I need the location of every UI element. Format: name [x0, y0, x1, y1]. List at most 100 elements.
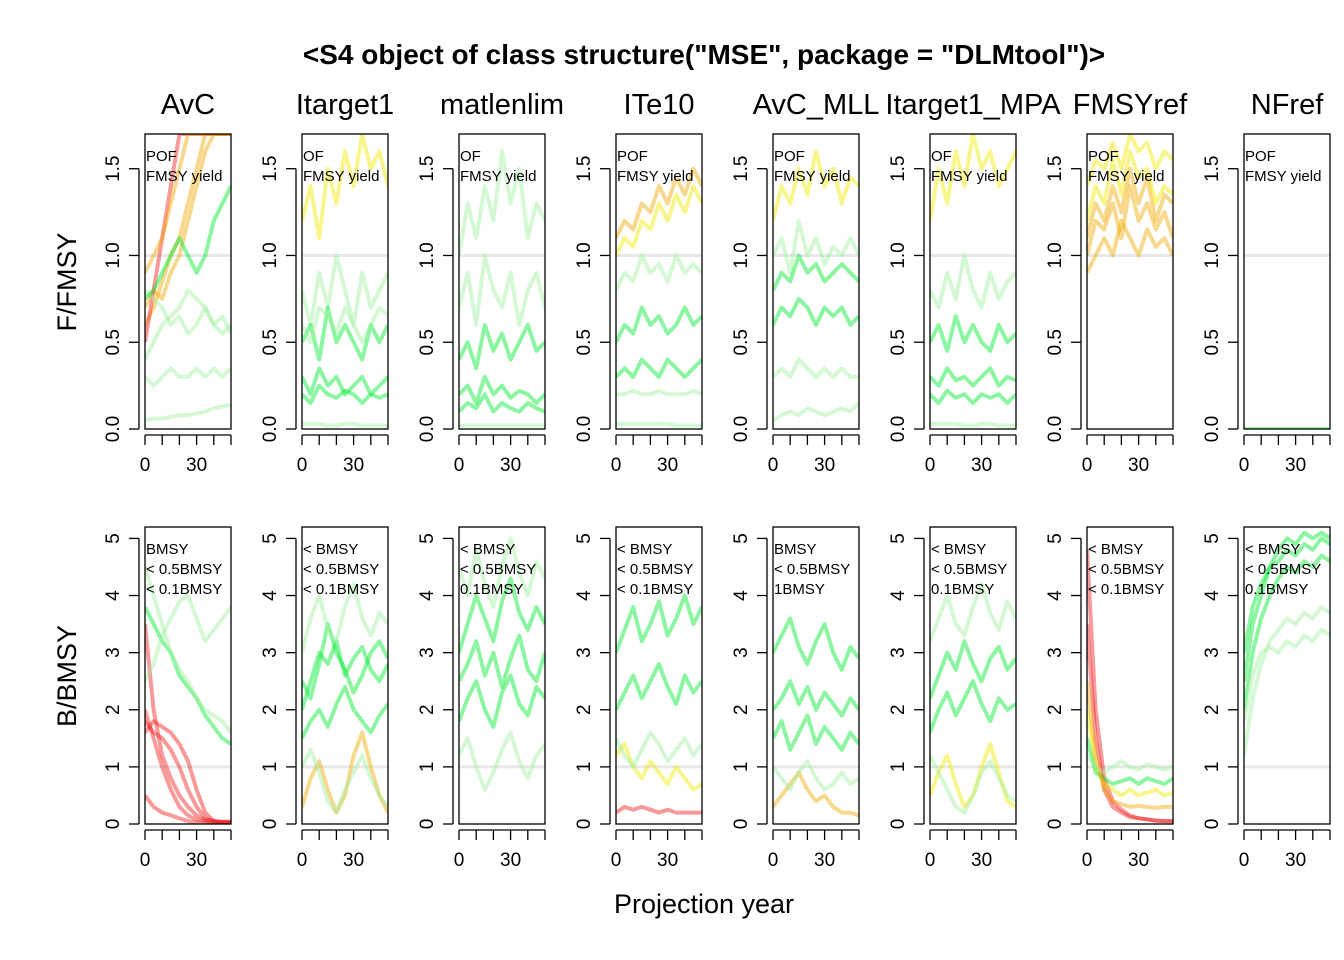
x-tick-label: 0	[140, 850, 151, 871]
annotation-text: < 0.5BMSY	[1245, 561, 1321, 578]
annotation-text: OF	[460, 148, 481, 165]
x-tick-label: 0	[1239, 455, 1250, 476]
y-tick-label: 0.5	[574, 329, 595, 355]
plot-frame	[458, 526, 546, 825]
annotation-text: < 0.1BMSY	[303, 581, 379, 598]
series-line	[773, 616, 859, 672]
panel-f-6: POF FMSY yield 0 30 0.0 0.5 1.0 1.5	[1045, 133, 1174, 476]
x-tick-label: 0	[611, 455, 622, 476]
x-tick-label: 0	[925, 850, 936, 871]
series-line	[459, 673, 545, 729]
series-line	[145, 185, 231, 301]
series-line	[616, 804, 702, 815]
series-line	[616, 742, 702, 792]
series-line	[145, 134, 231, 274]
panel-f-7: POF FMSY yield 0 30 0.0 0.5 1.0 1.5	[1202, 133, 1331, 476]
series-line	[616, 421, 702, 428]
y-tick-label: 1.5	[888, 155, 909, 181]
y-tick-label: 1.5	[417, 155, 438, 181]
y-tick-label: 1.5	[574, 155, 595, 181]
y-tick-label: 0.0	[1045, 416, 1066, 442]
y-axis-label-f-fmsy: F/FMSY	[52, 233, 82, 332]
panel-b-2: < BMSY < 0.5BMSY 0.1BMSY 0 30 0 1 2 3 4 5	[417, 526, 546, 871]
plot-frame	[1086, 133, 1174, 430]
annotation-text: POF	[1088, 148, 1119, 165]
series-line	[1087, 134, 1173, 187]
y-tick-label: 4	[103, 590, 124, 601]
annotation-text: POF	[146, 148, 177, 165]
series-line	[145, 566, 231, 734]
x-tick-label: 30	[814, 455, 835, 476]
y-tick-label: 5	[888, 533, 909, 544]
series-line	[145, 593, 231, 683]
panel-f-3: POF FMSY yield 0 30 0.0 0.5 1.0 1.5	[574, 133, 703, 476]
y-tick-label: 5	[103, 533, 124, 544]
y-tick-label: 1	[574, 762, 595, 773]
y-tick-label: 4	[888, 590, 909, 601]
annotation-text: FMSY yield	[1245, 168, 1321, 185]
series-line	[616, 357, 702, 379]
x-tick-label: 30	[500, 455, 521, 476]
x-tick-label: 0	[454, 850, 465, 871]
series-line	[773, 357, 859, 379]
annotation-text: FMSY yield	[303, 168, 379, 185]
y-tick-label: 5	[1045, 533, 1066, 544]
panel-f-0: POF FMSY yield 0 30 0.0 0.5 1.0 1.5	[103, 133, 232, 476]
panel-title: Itarget1	[296, 89, 394, 121]
annotation-text: 0.1BMSY	[931, 581, 994, 598]
series-line	[1087, 737, 1173, 786]
y-tick-label: 1.0	[1045, 242, 1066, 268]
y-tick-label: 1.0	[888, 242, 909, 268]
x-tick-label: 30	[657, 455, 678, 476]
series-line	[930, 679, 1016, 734]
y-tick-label: 3	[888, 647, 909, 658]
y-tick-label: 0.5	[103, 329, 124, 355]
series-line	[145, 794, 231, 824]
y-tick-label: 1	[888, 762, 909, 773]
series-line	[1087, 754, 1173, 775]
x-tick-label: 0	[297, 850, 308, 871]
y-tick-label: 1.5	[1045, 155, 1066, 181]
y-tick-label: 1.5	[1202, 155, 1223, 181]
panel-f-2: OF FMSY yield 0 30 0.0 0.5 1.0 1.5	[417, 133, 546, 476]
annotation-text: FMSY yield	[931, 168, 1007, 185]
series-line	[145, 623, 231, 824]
series-line	[302, 134, 388, 241]
series-line	[930, 366, 1016, 388]
series-line	[1244, 605, 1330, 756]
series-line	[302, 684, 388, 740]
panel-b-4: BMSY < 0.5BMSY 1BMSY 0 30 0 1 2 3 4 5	[731, 526, 860, 871]
plot-frame	[772, 133, 860, 430]
y-tick-label: 3	[103, 647, 124, 658]
y-tick-label: 0	[103, 819, 124, 830]
series-line	[145, 719, 231, 824]
series-line	[773, 149, 859, 222]
chart-title: <S4 object of class structure("MSE", pac…	[303, 39, 1105, 70]
y-tick-label: 1.0	[1202, 242, 1223, 268]
y-tick-label: 4	[731, 590, 752, 601]
x-tick-label: 30	[1128, 455, 1149, 476]
series-line	[302, 305, 388, 345]
series-line	[930, 639, 1016, 700]
x-tick-label: 30	[186, 850, 207, 871]
y-tick-label: 4	[1202, 590, 1223, 601]
series-line	[459, 253, 545, 327]
panel-title: ITe10	[624, 89, 695, 121]
series-line	[930, 253, 1016, 310]
series-line	[773, 296, 859, 327]
annotation-text: < BMSY	[617, 541, 672, 558]
plot-frame	[458, 133, 546, 430]
y-tick-label: 0.5	[888, 329, 909, 355]
series-line	[930, 754, 1016, 815]
y-tick-label: 2	[888, 704, 909, 715]
y-tick-label: 0.0	[417, 416, 438, 442]
x-tick-label: 30	[186, 455, 207, 476]
x-tick-label: 0	[140, 455, 151, 476]
series-line	[145, 134, 231, 309]
series-line	[459, 374, 545, 405]
y-tick-label: 1	[260, 762, 281, 773]
plot-frame	[615, 133, 703, 430]
x-tick-label: 0	[1082, 455, 1093, 476]
plot-frame	[929, 133, 1017, 430]
y-tick-label: 0	[1202, 819, 1223, 830]
